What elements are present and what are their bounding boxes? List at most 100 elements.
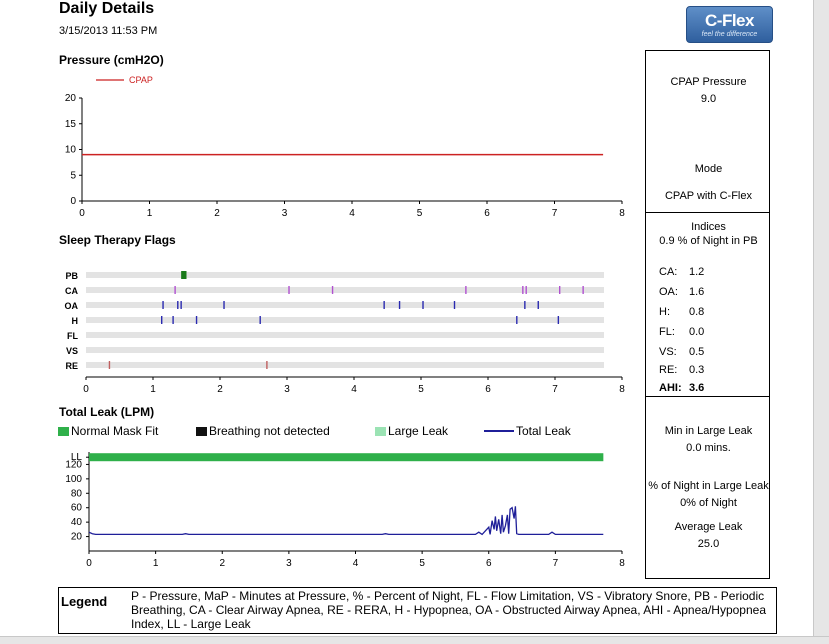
x-tick-label: 4: [353, 558, 359, 569]
legend-not-detected-label: Breathing not detected: [209, 424, 330, 438]
panel-divider: [645, 396, 770, 397]
x-tick-label: 4: [349, 208, 355, 219]
x-tick-label: 2: [214, 208, 220, 219]
x-tick-label: 7: [553, 558, 559, 569]
leak-legend: Normal Mask Fit Breathing not detected L…: [58, 424, 638, 438]
flag-interval-pb: [181, 271, 187, 279]
index-label: AHI:: [659, 382, 682, 394]
mode-value: CPAP with C-Flex: [664, 190, 752, 202]
legend-total-leak: Total Leak: [484, 424, 571, 438]
avg-leak-label: Average Leak: [674, 521, 743, 533]
index-label: RE:: [659, 364, 678, 376]
x-tick-label: 5: [418, 384, 424, 395]
x-tick-label: 3: [286, 558, 292, 569]
y-tick-label: 120: [65, 459, 82, 470]
swatch-normal: [58, 426, 69, 436]
x-tick-label: 6: [486, 558, 492, 569]
min-large-leak-label: Min in Large Leak: [664, 425, 753, 437]
legend-box: Legend P - Pressure, MaP - Minutes at Pr…: [58, 587, 777, 634]
legend-text: P - Pressure, MaP - Minutes at Pressure,…: [131, 589, 766, 631]
flag-row-track: [86, 287, 604, 293]
index-label: OA:: [659, 286, 678, 298]
index-value: 0.3: [689, 364, 705, 376]
index-oa: OA: 1.6: [659, 286, 704, 298]
panel-divider: [645, 212, 770, 213]
x-tick-label: 6: [484, 208, 490, 219]
x-tick-label: 2: [217, 384, 223, 395]
legend-normal-mask-fit: Normal Mask Fit: [58, 424, 158, 438]
legend-large-leak: Large Leak: [375, 424, 448, 438]
large-leak-axis-label: LL: [71, 452, 83, 463]
pb-percent: 0.9 % of Night in PB: [659, 235, 758, 247]
index-value: 1.2: [689, 266, 705, 278]
index-ca: CA: 1.2: [659, 266, 704, 278]
x-tick-label: 2: [219, 558, 225, 569]
flag-row-label: H: [72, 316, 79, 326]
legend-breathing-not-detected: Breathing not detected: [196, 424, 330, 438]
summary-panel: CPAP Pressure 9.0 Mode CPAP with C-Flex …: [645, 50, 770, 579]
y-tick-label: 40: [71, 517, 83, 528]
series-line-total-leak: [88, 506, 604, 536]
y-tick-label: 10: [65, 145, 77, 156]
x-tick-label: 8: [619, 208, 625, 219]
vertical-scrollbar[interactable]: [813, 0, 829, 643]
flag-row-track: [86, 347, 604, 353]
c-flex-logo: C-Flex feel the difference: [686, 6, 773, 43]
y-tick-label: 5: [70, 170, 76, 181]
x-tick-label: 1: [153, 558, 159, 569]
swatch-total-leak: [484, 430, 514, 432]
flag-row-label: VS: [66, 346, 78, 356]
index-vs: VS: 0.5: [659, 346, 704, 358]
index-label: CA:: [659, 266, 678, 278]
flag-row-label: PB: [65, 271, 78, 281]
flag-row-label: FL: [67, 331, 78, 341]
swatch-not-detected: [196, 426, 207, 436]
flag-row-track: [86, 362, 604, 368]
index-label: H:: [659, 306, 670, 318]
pct-large-leak-label: % of Night in Large Leak: [648, 480, 769, 492]
index-fl: FL: 0.0: [659, 326, 704, 338]
pressure-section-title: Pressure (cmH2O): [59, 53, 164, 67]
x-tick-label: 0: [83, 384, 89, 395]
flag-row-track: [86, 272, 604, 278]
pressure-chart: CPAP 0 5 10 15 20 0 1 2 3 4 5 6 7 8: [65, 75, 625, 219]
x-tick-label: 1: [150, 384, 156, 395]
legend-normal-label: Normal Mask Fit: [71, 424, 159, 438]
x-tick-label: 3: [284, 384, 290, 395]
x-tick-label: 5: [417, 208, 423, 219]
pct-large-leak-value: 0% of Night: [680, 497, 737, 509]
index-value: 1.6: [689, 286, 705, 298]
index-h: H: 0.8: [659, 306, 704, 318]
flags-chart: PB CA OA H FL VS RE 0 1 2 3 4 5 6 7 8: [65, 271, 625, 395]
legend-total-leak-label: Total Leak: [516, 424, 571, 438]
x-tick-label: 7: [552, 384, 558, 395]
y-tick-label: 0: [70, 196, 76, 207]
y-tick-label: 100: [65, 474, 82, 485]
index-re: RE: 0.3: [659, 364, 704, 376]
cpap-pressure-label: CPAP Pressure: [670, 76, 747, 88]
flag-row-track: [86, 317, 604, 323]
flag-row-label: OA: [65, 301, 79, 311]
mode-label: Mode: [694, 163, 723, 175]
legend-label-cpap: CPAP: [129, 75, 153, 85]
index-value: 0.5: [689, 346, 705, 358]
flag-row-label: CA: [65, 286, 78, 296]
index-value: 0.0: [689, 326, 705, 338]
y-tick-label: 20: [65, 93, 77, 104]
index-label: FL:: [659, 326, 675, 338]
swatch-large-leak: [375, 426, 386, 436]
flag-row-track: [86, 332, 604, 338]
large-leak-band: [89, 453, 604, 462]
horizontal-scrollbar[interactable]: [0, 636, 829, 644]
index-ahi: AHI: 3.6: [659, 382, 704, 394]
min-large-leak-value: 0.0 mins.: [686, 442, 731, 454]
logo-text: C-Flex: [705, 11, 754, 30]
y-tick-label: 60: [71, 503, 83, 514]
logo-tagline: feel the difference: [701, 31, 758, 38]
report-date: 3/15/2013 11:53 PM: [59, 25, 158, 37]
x-tick-label: 8: [619, 558, 625, 569]
x-tick-label: 3: [282, 208, 288, 219]
page-title: Daily Details: [59, 0, 155, 17]
index-value: 0.8: [689, 306, 705, 318]
